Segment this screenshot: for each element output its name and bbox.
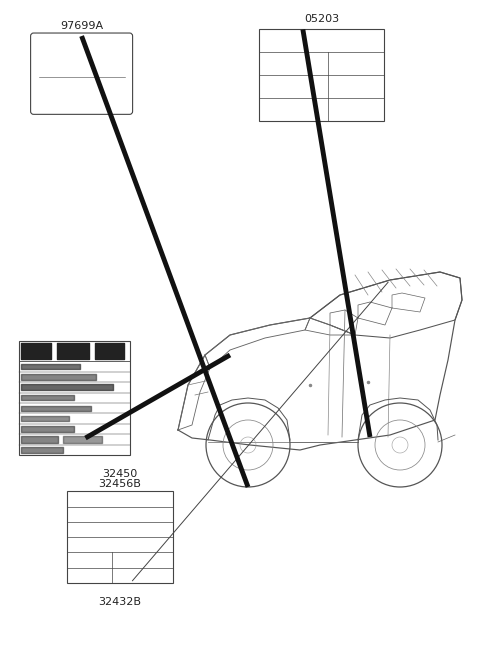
Bar — [19, 341, 130, 455]
FancyBboxPatch shape — [31, 33, 132, 115]
Bar — [259, 29, 384, 121]
Text: 32432B: 32432B — [98, 597, 142, 607]
Text: 97699A: 97699A — [60, 21, 103, 31]
Text: 32456B: 32456B — [98, 479, 142, 489]
Text: 05203: 05203 — [304, 14, 339, 24]
Text: 32450: 32450 — [102, 469, 138, 479]
Bar — [67, 491, 173, 583]
